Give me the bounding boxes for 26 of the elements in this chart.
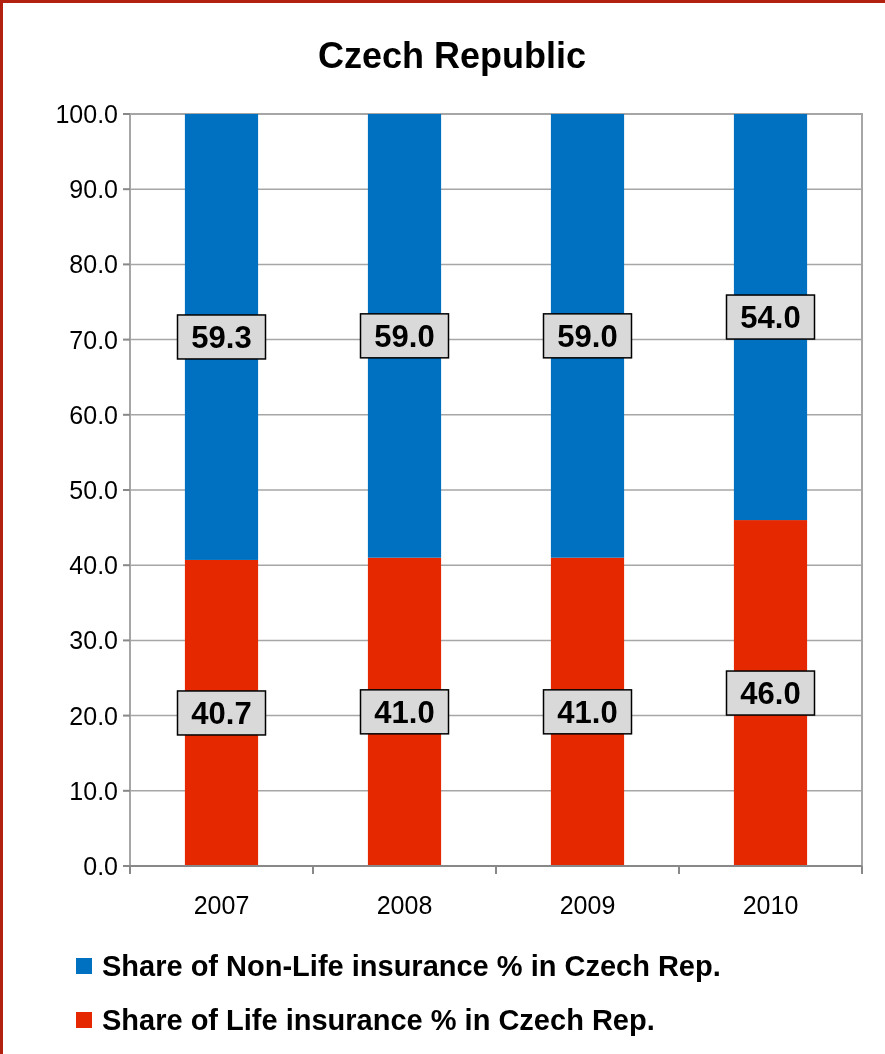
- x-tick-label: 2007: [193, 891, 250, 919]
- y-tick-label: 80.0: [69, 250, 118, 279]
- text: 41.0: [557, 694, 618, 730]
- y-tick-label: 60.0: [69, 400, 118, 429]
- text: 41.0: [374, 694, 435, 730]
- text: 54.0: [740, 300, 801, 336]
- y-tick-label: 0.0: [83, 852, 118, 880]
- legend-label: Share of Non-Life insurance % in Czech Rep.: [102, 950, 721, 982]
- text: 46.0: [740, 676, 801, 712]
- legend-label: Share of Life insurance % in Czech Rep.: [102, 1004, 655, 1036]
- text: 59.0: [374, 318, 435, 354]
- y-tick-label: 90.0: [69, 175, 118, 204]
- text: 59.3: [191, 319, 252, 355]
- y-tick-label: 30.0: [69, 626, 118, 655]
- y-tick-label: 50.0: [69, 476, 118, 504]
- x-tick-label: 2008: [376, 891, 433, 919]
- chart-title: Czech Republic: [317, 35, 587, 76]
- x-tick-label: 2010: [742, 891, 799, 919]
- x-tick-label: 2009: [559, 891, 616, 919]
- y-tick-label: 10.0: [69, 776, 118, 805]
- text: 40.7: [191, 695, 252, 731]
- y-tick-label: 20.0: [69, 701, 118, 730]
- text: 59.0: [557, 318, 618, 354]
- y-tick-label: 40.0: [69, 551, 118, 580]
- y-tick-label: 100.0: [55, 100, 118, 128]
- y-tick-label: 70.0: [69, 325, 118, 354]
